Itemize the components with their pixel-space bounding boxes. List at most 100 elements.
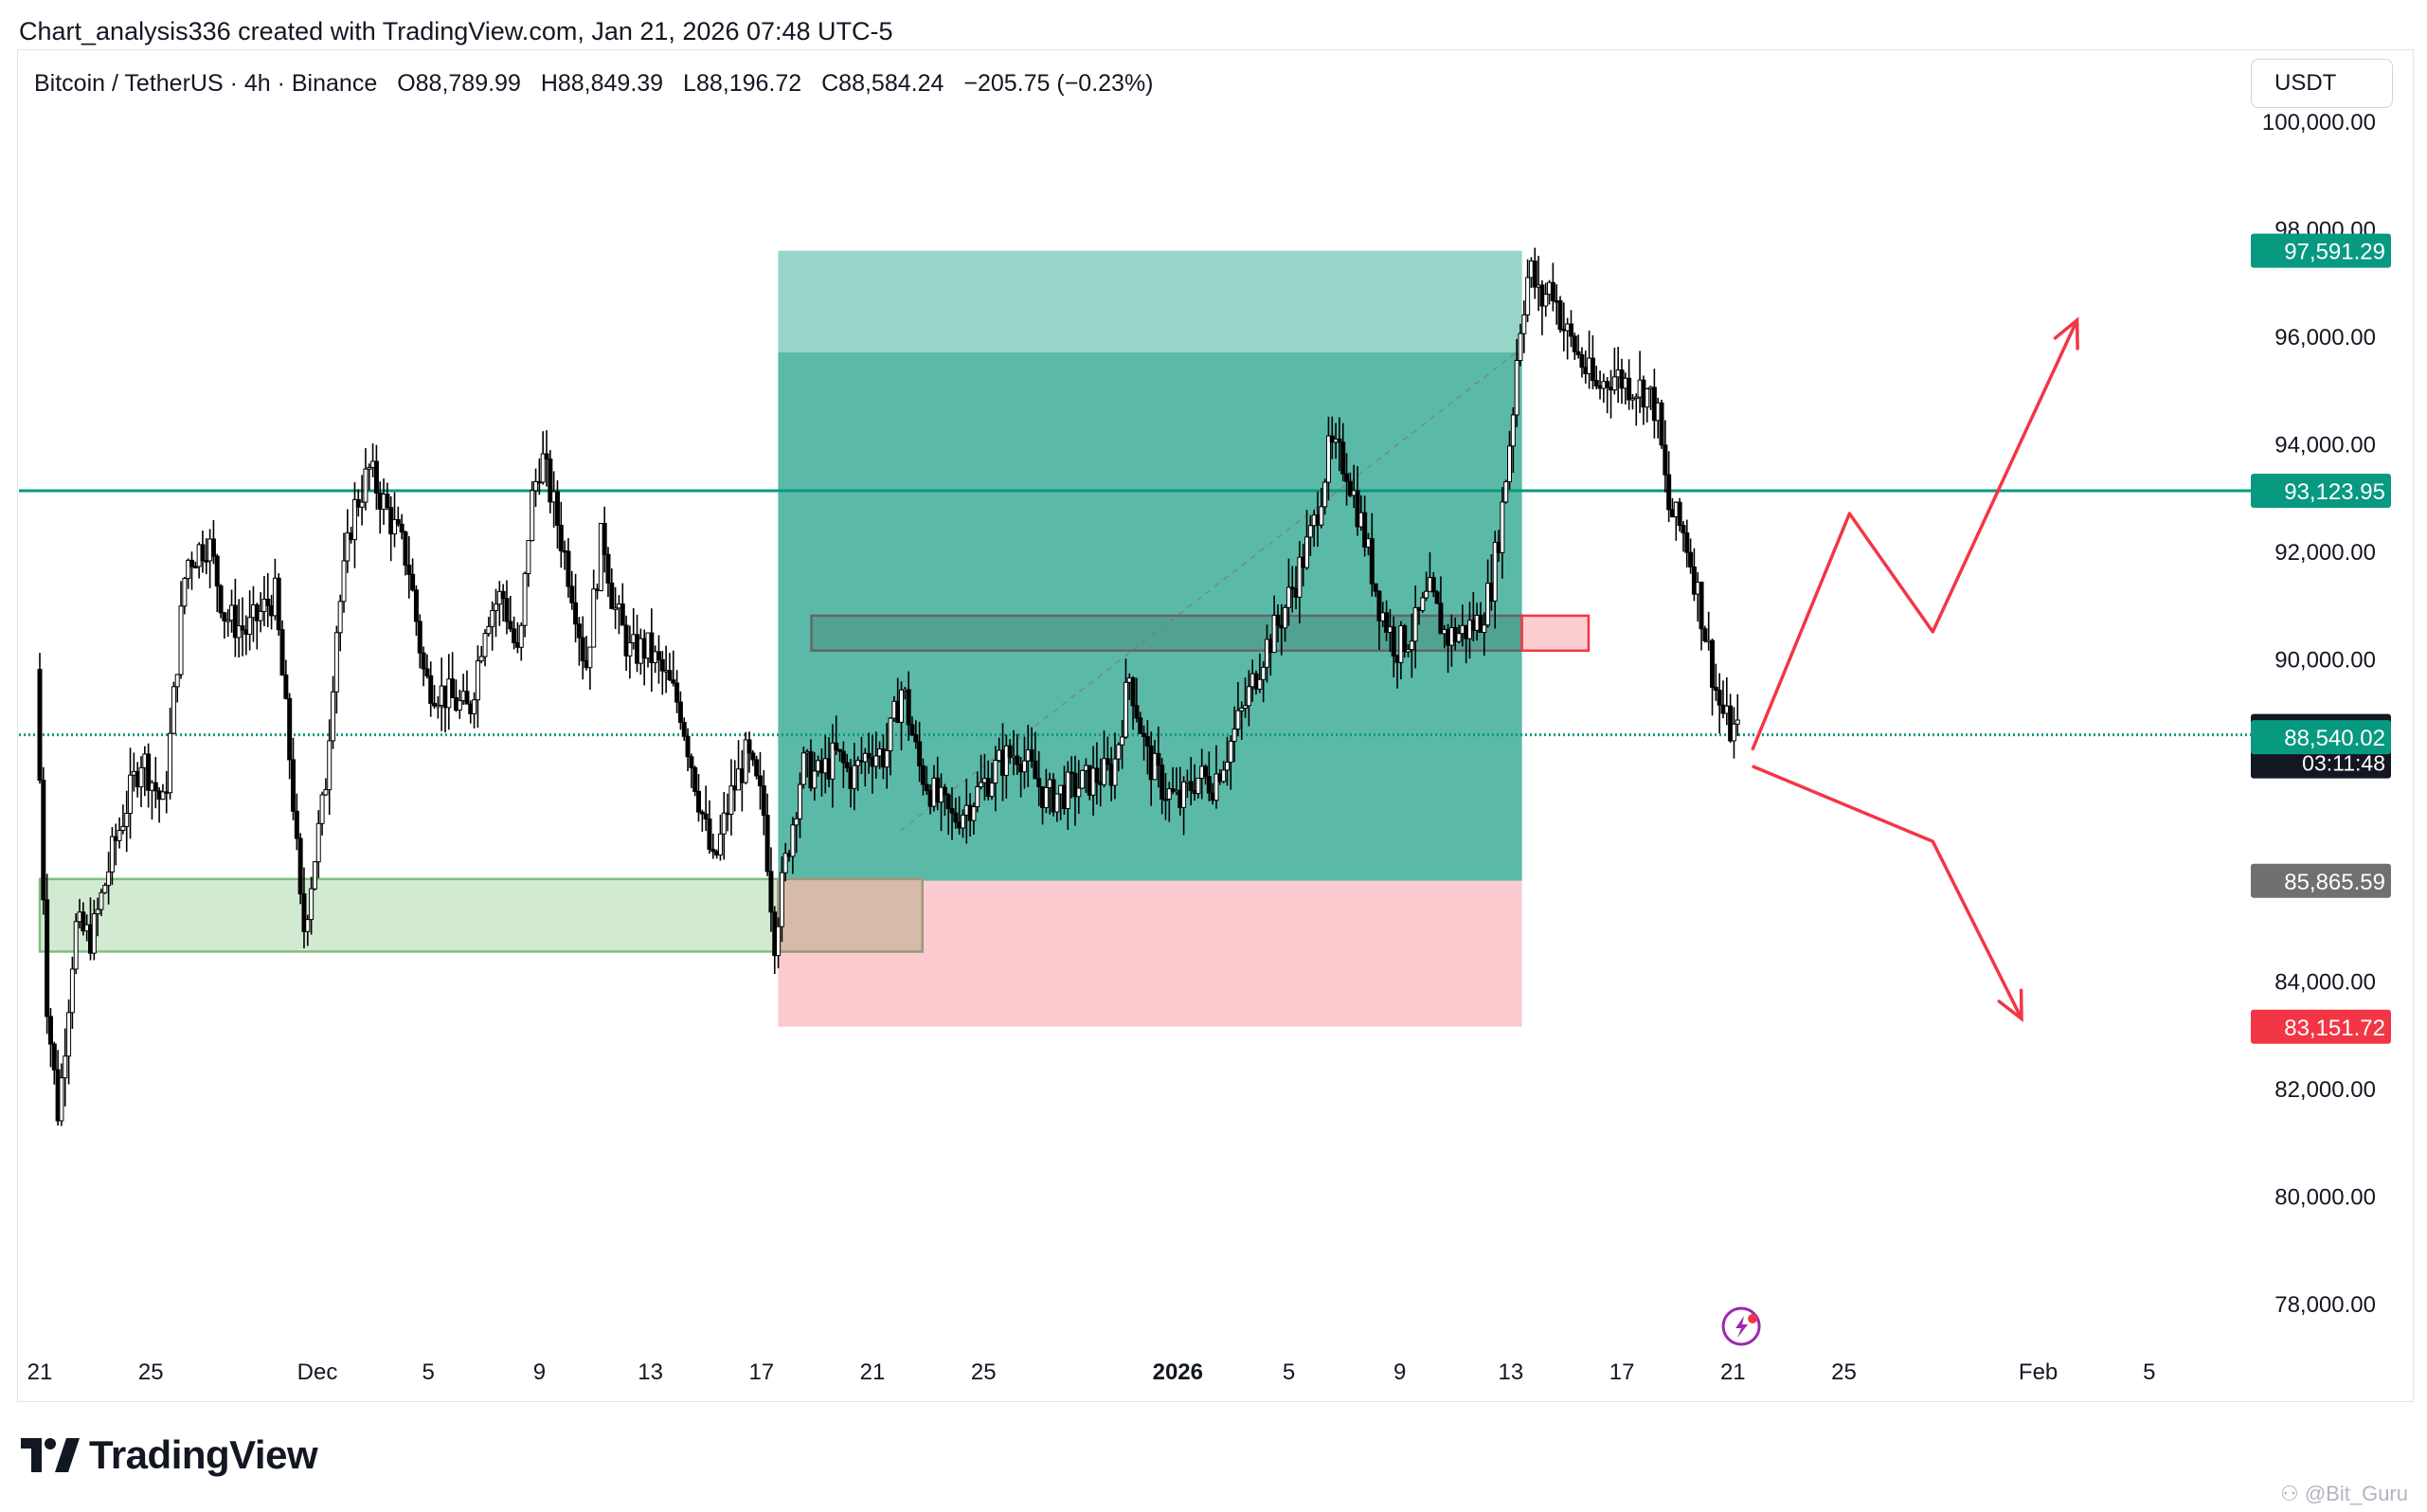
- candle-body: [312, 861, 317, 890]
- candle-body: [1112, 758, 1118, 786]
- candle-body: [1065, 771, 1070, 809]
- candle-body: [218, 585, 224, 614]
- candle-body: [1485, 583, 1491, 626]
- candle-body: [192, 566, 198, 568]
- candle-body: [613, 607, 619, 610]
- candle-body: [681, 722, 687, 737]
- x-tick-label: 5: [2143, 1359, 2155, 1385]
- candle-body: [1021, 760, 1027, 773]
- candle-body: [812, 770, 818, 789]
- y-tick-label: 94,000.00: [2274, 432, 2376, 458]
- candle-body: [1659, 402, 1664, 446]
- currency-button[interactable]: USDT: [2251, 59, 2393, 108]
- chart-caption: Chart_analysis336 created with TradingVi…: [19, 17, 893, 45]
- candle-body: [1424, 590, 1429, 599]
- candle-body: [1271, 614, 1277, 654]
- price-label-text: 97,591.29: [2284, 240, 2385, 265]
- candle-body: [1029, 749, 1034, 762]
- price-label-box: [2251, 233, 2391, 268]
- legend-open: O88,789.99: [397, 70, 521, 97]
- candle-body: [649, 632, 655, 663]
- candle-body: [906, 689, 911, 726]
- candle-body: [558, 525, 564, 551]
- candle-body: [406, 564, 412, 575]
- zone-overlap[interactable]: [777, 877, 924, 953]
- candle-body: [917, 741, 923, 766]
- candle-body: [171, 686, 176, 734]
- candle-body: [417, 621, 422, 654]
- candle-body: [696, 790, 702, 813]
- candle-body: [341, 560, 347, 603]
- candle-body: [605, 553, 611, 584]
- candle-body: [102, 885, 108, 893]
- candle-body: [146, 753, 152, 791]
- candle-body: [1239, 707, 1245, 711]
- candle-body: [1069, 771, 1074, 774]
- projection-arrow-down[interactable]: [1752, 765, 2023, 1020]
- x-tick-label: 21: [1720, 1359, 1746, 1385]
- candle-body: [1510, 414, 1516, 447]
- candle-body: [327, 740, 333, 791]
- candle-body: [1181, 781, 1187, 808]
- candles[interactable]: [37, 247, 1740, 1126]
- candle-body: [1264, 639, 1269, 668]
- candle-body: [363, 468, 369, 503]
- candle-body: [757, 775, 763, 787]
- candle-body: [566, 550, 571, 587]
- y-tick-label: 92,000.00: [2274, 540, 2376, 566]
- candle-body: [373, 460, 379, 494]
- y-tick-label: 80,000.00: [2274, 1185, 2376, 1211]
- tradingview-brand[interactable]: TradingView: [21, 1432, 318, 1478]
- candle-body: [1224, 761, 1230, 771]
- candle-body: [1590, 357, 1595, 382]
- candle-body: [971, 806, 977, 821]
- candle-body: [494, 603, 499, 612]
- candle-body: [1482, 624, 1487, 633]
- candle-body: [888, 717, 893, 751]
- candle-body: [1138, 717, 1143, 734]
- candle-body: [428, 675, 434, 704]
- candle-body: [117, 830, 122, 841]
- candle-body: [1036, 778, 1042, 787]
- candle-body: [526, 540, 531, 574]
- target-zone-upper[interactable]: [778, 250, 1522, 352]
- lightning-icon[interactable]: [1721, 1306, 1761, 1346]
- projection-arrow-up[interactable]: [1751, 319, 2079, 751]
- candle-body: [41, 780, 46, 901]
- candle-body: [659, 658, 665, 672]
- candle-body: [764, 815, 770, 873]
- candle-body: [351, 498, 357, 541]
- candle-body: [942, 786, 947, 796]
- candle-body: [109, 836, 115, 873]
- candle-body: [1297, 556, 1303, 598]
- candle-body: [1430, 577, 1436, 593]
- candle-body: [949, 808, 955, 814]
- candle-body: [1666, 474, 1672, 511]
- candle-body: [435, 704, 440, 708]
- candle-body: [1434, 591, 1440, 604]
- candle-body: [1521, 314, 1527, 334]
- candle-body: [790, 824, 796, 857]
- candle-body: [1735, 719, 1740, 725]
- x-tick-label: 21: [860, 1359, 886, 1385]
- candle-body: [1080, 769, 1086, 789]
- candle-body: [754, 759, 760, 777]
- candle-body: [834, 742, 839, 750]
- candle-body: [124, 813, 130, 827]
- chart-frame[interactable]: [17, 49, 2414, 1402]
- candle-body: [315, 822, 321, 863]
- candle-body: [1492, 541, 1498, 602]
- candle-body: [721, 812, 727, 835]
- legend-symbol[interactable]: Bitcoin / TetherUS · 4h · Binance: [34, 70, 378, 97]
- candle-body: [69, 968, 75, 1014]
- price-label-text: 93,123.95: [2284, 479, 2385, 505]
- candle-body: [160, 791, 166, 801]
- candle-body: [153, 782, 158, 792]
- zone-resistance-red[interactable]: [1520, 614, 1591, 653]
- candle-body: [1507, 445, 1513, 483]
- candle-body: [410, 573, 416, 591]
- candle-body: [225, 620, 231, 622]
- candle-body: [548, 459, 553, 503]
- candle-body: [685, 735, 691, 758]
